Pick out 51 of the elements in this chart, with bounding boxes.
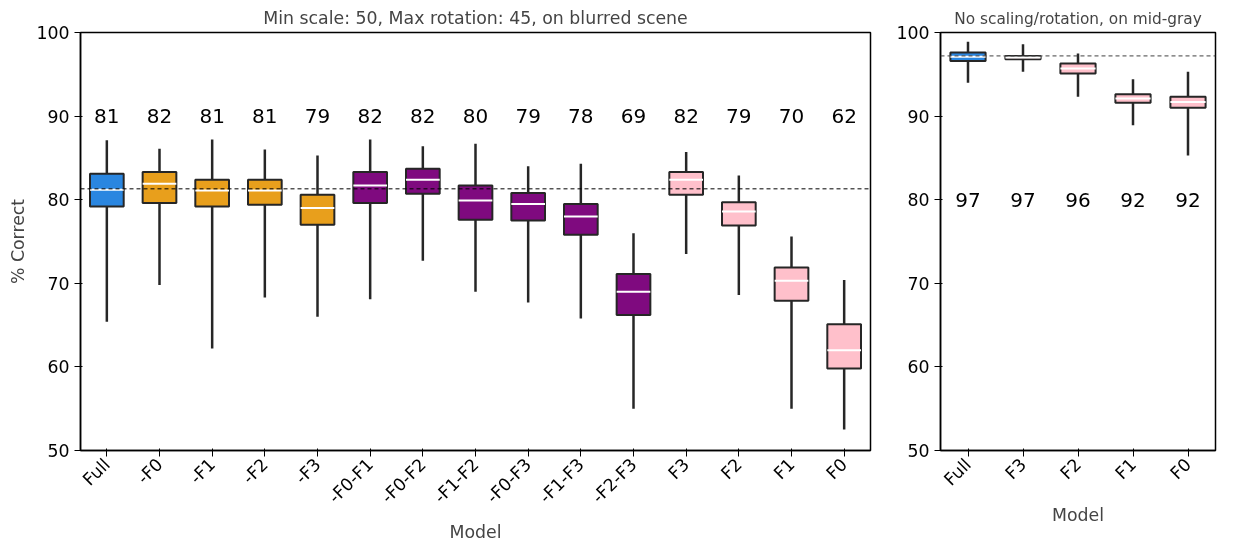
chart-title: No scaling/rotation, on mid-gray xyxy=(954,9,1202,28)
annotation: 92 xyxy=(1175,187,1201,212)
annotation: 82 xyxy=(410,104,436,129)
annotation: 81 xyxy=(199,104,225,129)
annotation: 97 xyxy=(1010,187,1036,212)
x-tick-label: F3 xyxy=(664,454,694,484)
annotation: 81 xyxy=(94,104,120,129)
x-tick-label: F0 xyxy=(1166,454,1196,484)
x-tick-label: F2 xyxy=(1056,454,1086,484)
y-tick-label: 50 xyxy=(47,441,70,461)
x-tick-label: Full xyxy=(78,454,114,490)
y-tick-label: 80 xyxy=(907,190,930,211)
annotation: 97 xyxy=(955,187,981,212)
x-tick-label: -F0 xyxy=(133,454,167,488)
chart-title: Min scale: 50, Max rotation: 45, on blurred scene xyxy=(263,7,688,28)
annotation: 69 xyxy=(620,104,647,129)
y-tick-label: 100 xyxy=(896,23,930,43)
annotation: 82 xyxy=(673,104,699,129)
x-axis-title: Model xyxy=(1051,504,1105,525)
y-tick-label: 60 xyxy=(907,357,930,378)
y-tick-label: 90 xyxy=(907,106,930,127)
annotation: 79 xyxy=(726,104,752,129)
y-tick-label: 100 xyxy=(36,23,70,43)
y-axis-title: % Correct xyxy=(8,198,29,285)
x-tick-label: -F3 xyxy=(291,454,325,488)
x-axis-title: Model xyxy=(449,522,502,543)
y-tick-label: 70 xyxy=(907,273,930,294)
x-tick-label: -F1 xyxy=(185,454,220,488)
y-tick-label: 60 xyxy=(47,357,70,378)
x-tick-label: F0 xyxy=(822,454,852,484)
y-tick-label: 50 xyxy=(907,441,930,461)
annotation: 79 xyxy=(515,104,541,129)
annotation: 79 xyxy=(304,104,331,129)
x-tick-label: F1 xyxy=(769,454,799,484)
x-tick-label: F3 xyxy=(1001,454,1031,484)
annotation: 81 xyxy=(252,104,278,129)
annotation: 92 xyxy=(1120,187,1146,212)
x-tick-label: Full xyxy=(939,454,976,490)
annotation: 96 xyxy=(1065,187,1091,212)
x-tick-label: F2 xyxy=(716,454,746,484)
annotation: 82 xyxy=(146,104,173,129)
annotation: 62 xyxy=(831,104,857,129)
annotation: 78 xyxy=(568,104,594,129)
y-tick-label: 90 xyxy=(47,106,70,127)
x-tick-label: F1 xyxy=(1111,454,1141,484)
annotation: 80 xyxy=(462,104,489,129)
x-tick-label: -F2 xyxy=(238,454,272,488)
y-tick-label: 80 xyxy=(47,190,70,211)
annotation: 82 xyxy=(357,104,383,129)
y-tick-label: 70 xyxy=(47,273,70,294)
annotation: 70 xyxy=(778,104,805,129)
